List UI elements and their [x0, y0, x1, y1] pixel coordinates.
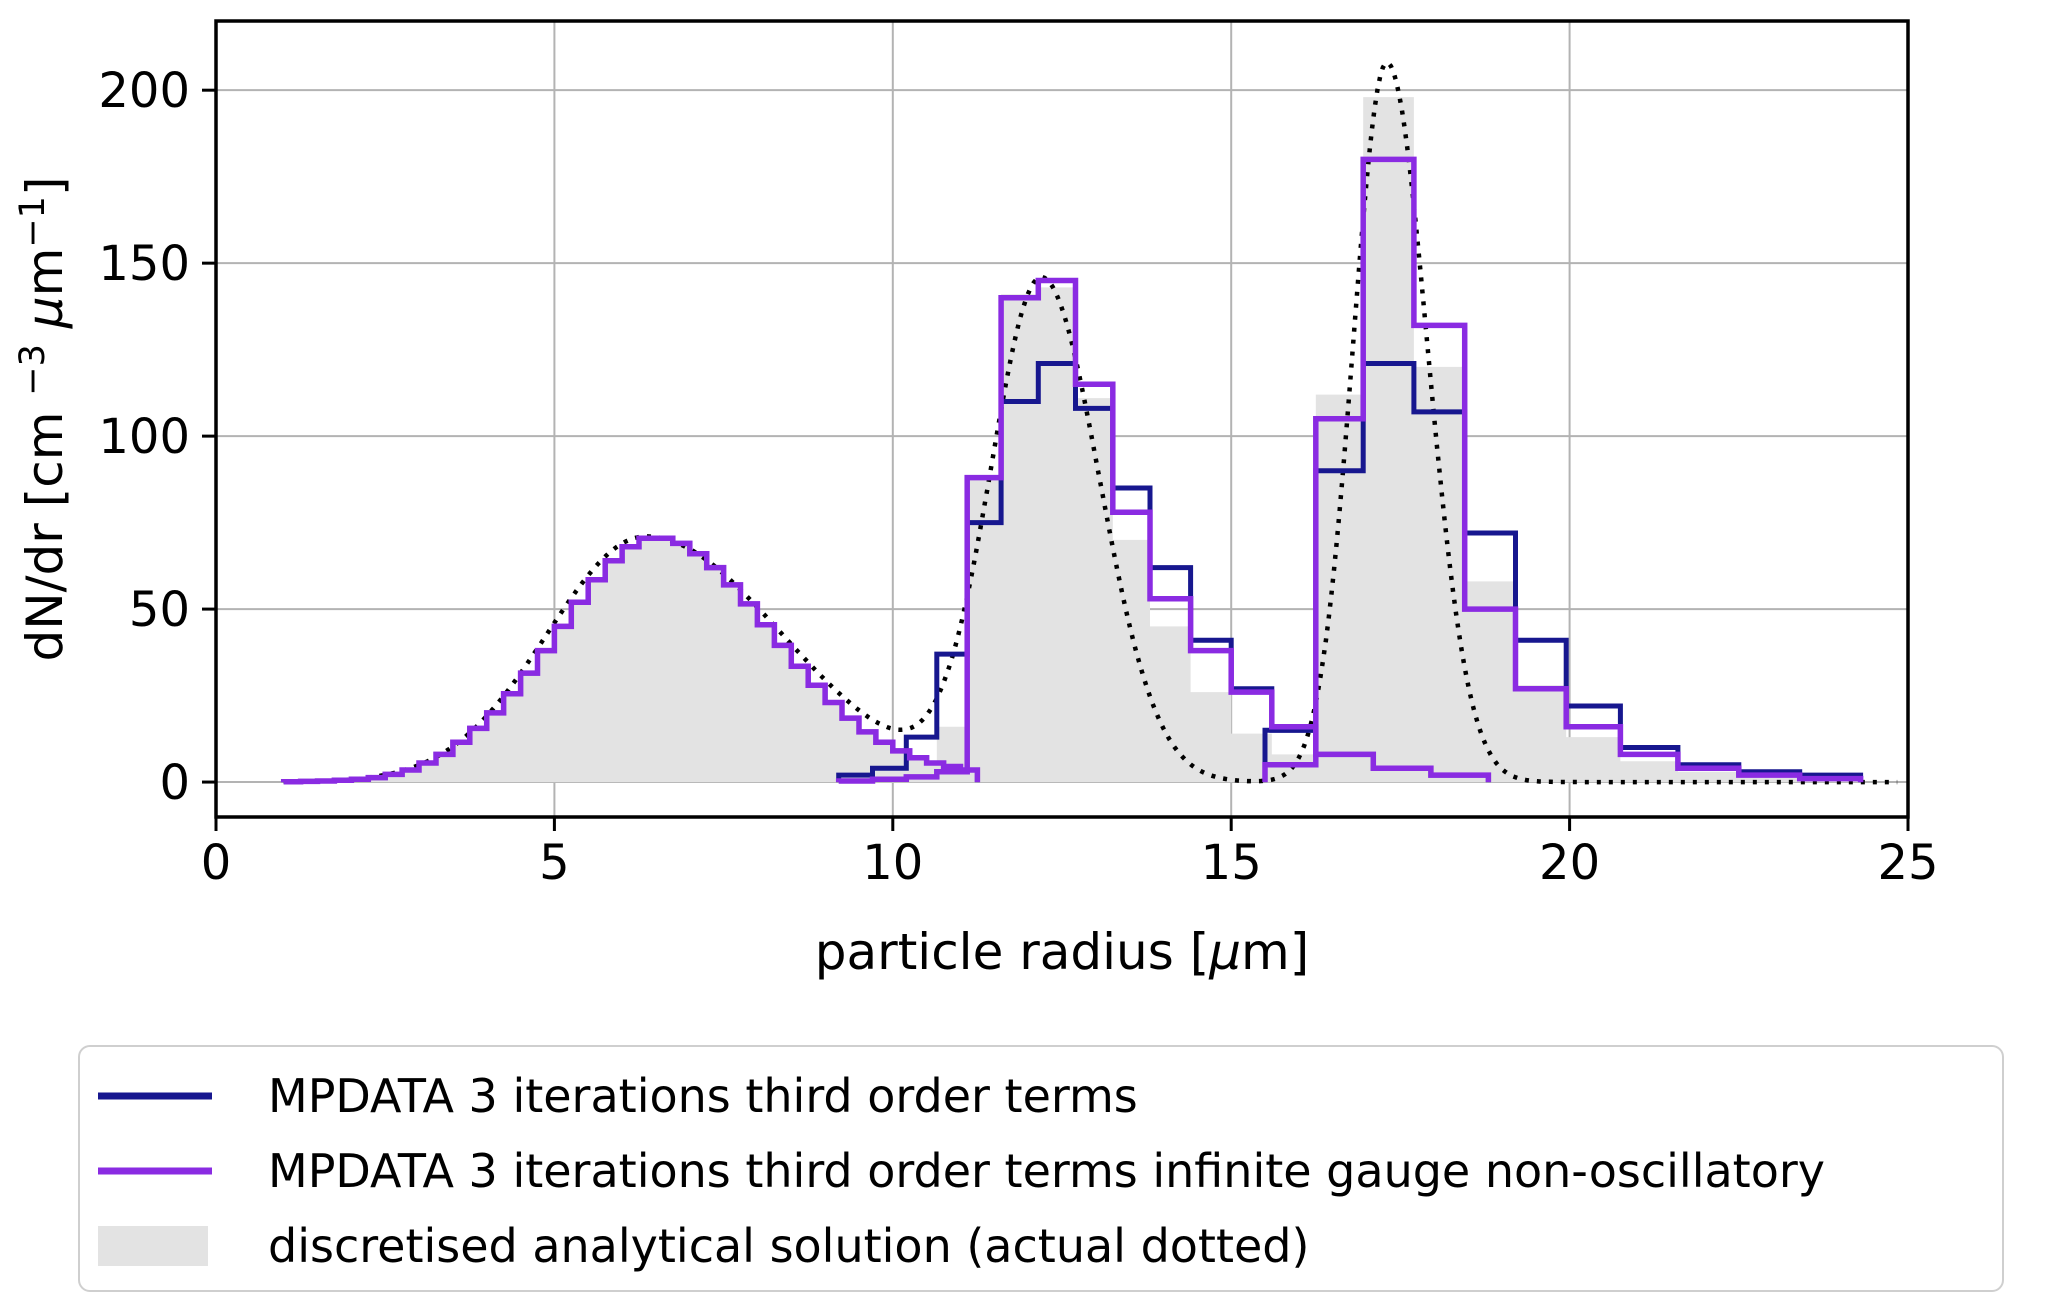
legend-item-label: MPDATA 3 iterations third order terms in… — [268, 1143, 1825, 1198]
mpdata-purple-steps-initial — [280, 535, 981, 785]
y-tick-label: 50 — [129, 582, 190, 638]
x-tick-label: 5 — [539, 835, 570, 891]
y-tick-label: 0 — [159, 755, 190, 811]
legend-item-mpdata-tot: MPDATA 3 iterations third order terms — [96, 1058, 2002, 1133]
legend-item-label: MPDATA 3 iterations third order terms — [268, 1068, 1138, 1123]
analytical-fill-final — [1265, 97, 1861, 783]
y-axis-label: dN/dr [cm −3​ μm−1​] — [13, 177, 74, 662]
gray-patch-swatch — [96, 1224, 268, 1268]
analytical-fill-initial — [283, 538, 978, 783]
spectrum-plot: 0 5 10 15 20 25 0 50 100 150 200 particle radius [μ… — [13, 19, 1939, 981]
x-tick-label: 0 — [201, 835, 232, 891]
navy-line-swatch-glyph — [98, 1092, 212, 1099]
y-tick-label: 100 — [98, 409, 190, 465]
legend-item-label: discretised analytical solution (actual … — [268, 1218, 1310, 1273]
x-tick-label: 15 — [1201, 835, 1262, 891]
legend-item-analytical: discretised analytical solution (actual … — [96, 1208, 2002, 1283]
x-axis-label: particle radius [μm] — [815, 923, 1309, 981]
mpdata-navy-steps-final — [1262, 361, 1864, 783]
purple-line-swatch-glyph — [98, 1167, 212, 1174]
y-tick-label: 150 — [98, 236, 190, 292]
y-tick-label: 200 — [98, 63, 190, 119]
x-tick-label: 25 — [1877, 835, 1938, 891]
x-tick-label: 10 — [862, 835, 923, 891]
legend: MPDATA 3 iterations third order terms MP… — [78, 1045, 2004, 1292]
mpdata-purple-steps-final — [1262, 156, 1864, 783]
navy-line-swatch — [96, 1091, 268, 1101]
mpdata-purple-steps-mid — [835, 277, 1492, 784]
x-tick-label: 20 — [1539, 835, 1600, 891]
purple-line-swatch — [96, 1166, 268, 1176]
axes-frame — [214, 19, 1910, 819]
gray-patch-swatch-glyph — [98, 1225, 208, 1266]
legend-item-mpdata-iga-nonosc: MPDATA 3 iterations third order terms in… — [96, 1133, 2002, 1208]
